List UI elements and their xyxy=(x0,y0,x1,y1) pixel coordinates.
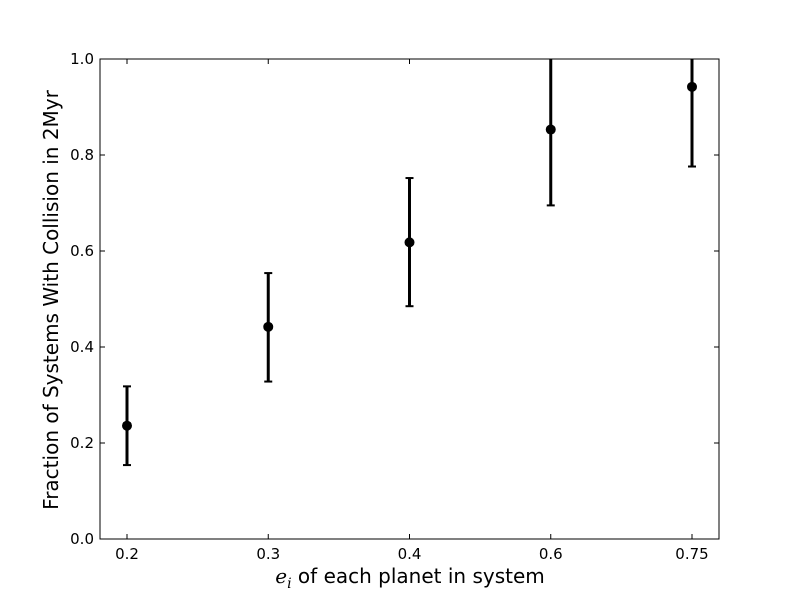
data-point xyxy=(263,321,274,332)
data-point xyxy=(122,420,132,431)
y-tick-label: 0.8 xyxy=(70,146,94,164)
x-tick-label: 0.75 xyxy=(675,545,708,563)
y-tick-label: 0.6 xyxy=(70,242,94,260)
x-tick-label: 0.3 xyxy=(256,545,280,563)
data-point xyxy=(545,124,556,135)
y-axis-ticks: 0.0 0.2 0.4 0.6 0.8 1.0 xyxy=(70,50,719,548)
x-tick-label: 0.4 xyxy=(398,545,422,563)
data-series xyxy=(122,59,697,467)
x-tick-label: 0.6 xyxy=(539,545,563,563)
x-axis-label: ei of each planet in system xyxy=(275,564,545,592)
x-axis-label-variable: e xyxy=(275,564,287,588)
x-axis-label-text: of each planet in system xyxy=(292,564,545,588)
data-point xyxy=(404,237,415,248)
x-axis-label-subscript: i xyxy=(287,576,291,592)
x-axis-ticks: 0.2 0.3 0.4 0.6 0.75 xyxy=(115,59,709,563)
y-tick-label: 1.0 xyxy=(70,50,94,68)
x-tick-label: 0.2 xyxy=(115,545,139,563)
y-tick-label: 0.4 xyxy=(70,338,94,356)
y-axis-label: Fraction of Systems With Collision in 2M… xyxy=(39,89,63,509)
y-tick-label: 0.2 xyxy=(70,434,94,452)
y-tick-label: 0.0 xyxy=(70,530,94,548)
data-point xyxy=(687,81,697,92)
